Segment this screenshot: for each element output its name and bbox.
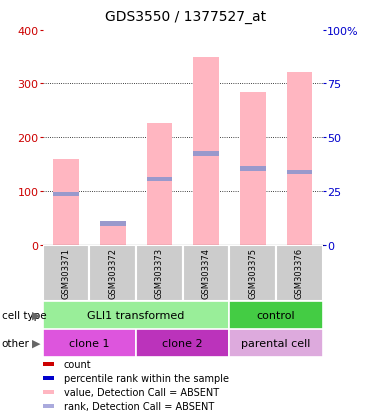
Text: parental cell: parental cell [242,338,311,348]
Text: GSM303376: GSM303376 [295,248,304,299]
Bar [286,170,312,174]
Text: GSM303371: GSM303371 [62,248,70,299]
Text: GDS3550 / 1377527_at: GDS3550 / 1377527_at [105,10,266,24]
Bar [43,245,89,301]
Bar [100,223,125,245]
Bar [89,245,136,301]
Bar [147,123,172,245]
Text: ▶: ▶ [32,338,40,348]
Text: GSM303375: GSM303375 [248,248,257,299]
Bar [43,363,55,366]
Bar [229,301,323,329]
Text: clone 1: clone 1 [69,338,109,348]
Bar [43,377,55,380]
Text: GSM303372: GSM303372 [108,248,117,299]
Bar [240,167,266,171]
Text: rank, Detection Call = ABSENT: rank, Detection Call = ABSENT [64,401,214,411]
Text: value, Detection Call = ABSENT: value, Detection Call = ABSENT [64,387,219,397]
Bar [53,192,79,197]
Text: control: control [257,310,295,320]
Text: clone 2: clone 2 [162,338,203,348]
Bar [100,222,125,226]
Text: GSM303374: GSM303374 [201,248,211,299]
Text: other: other [2,338,30,348]
Bar [193,152,219,156]
Text: count: count [64,359,91,369]
Bar [43,301,229,329]
Bar [43,329,136,357]
Bar [193,57,219,245]
Text: percentile rank within the sample: percentile rank within the sample [64,373,229,383]
Bar [240,93,266,245]
Bar [183,245,229,301]
Text: cell type: cell type [2,310,46,320]
Text: GLI1 transformed: GLI1 transformed [87,310,185,320]
Text: ▶: ▶ [32,310,40,320]
Bar [147,178,172,182]
Bar [43,390,55,394]
Bar [136,245,183,301]
Bar [53,159,79,245]
Bar [276,245,323,301]
Bar [229,329,323,357]
Text: GSM303373: GSM303373 [155,248,164,299]
Bar [136,329,229,357]
Bar [286,72,312,245]
Bar [43,404,55,408]
Bar [229,245,276,301]
